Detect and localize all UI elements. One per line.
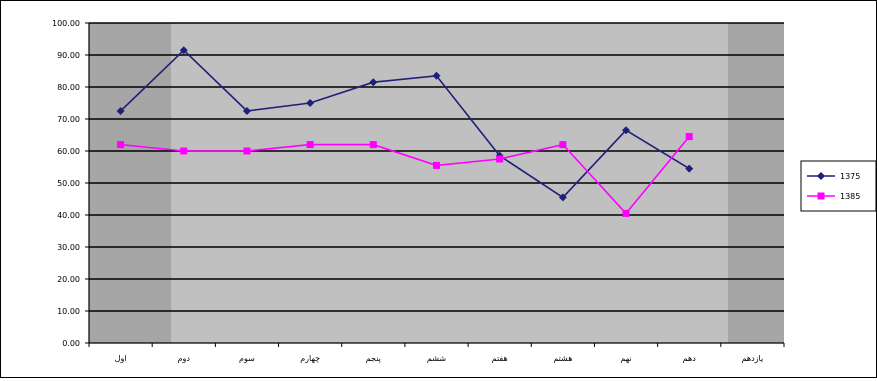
legend: 1375 1385 [800, 160, 877, 212]
data-point [685, 164, 694, 173]
x-tick-label: دهم [683, 354, 697, 363]
data-point [622, 126, 631, 135]
x-tick-label: پنجم [366, 354, 381, 363]
series-markers [116, 46, 694, 217]
legend-label: 1375 [840, 172, 860, 181]
data-point [432, 71, 441, 80]
data-point [179, 46, 188, 55]
series-line-1375 [120, 49, 690, 199]
series-lines [120, 49, 690, 215]
data-point [685, 133, 693, 141]
y-tick-label: 60.00 [57, 147, 80, 156]
y-tick-label: 20.00 [57, 275, 80, 284]
y-tick-label: 40.00 [57, 211, 80, 220]
data-point [117, 141, 125, 149]
x-tick-label: یازدهم [742, 354, 764, 363]
y-tick-label: 100.00 [52, 19, 80, 28]
data-point [369, 141, 377, 149]
y-tick-label: 50.00 [57, 179, 80, 188]
x-tick-label: هفتم [492, 354, 508, 363]
data-point [243, 147, 251, 155]
x-tick-label: ششم [427, 354, 446, 363]
y-tick-label: 30.00 [57, 243, 80, 252]
data-point [622, 209, 630, 217]
y-tick-label: 10.00 [57, 307, 80, 316]
data-point [180, 147, 188, 155]
data-point [242, 107, 251, 115]
x-axis-ticks: اول دوم سوم چهارم پنجم ششم هفتم هشتم نهم دهم یازده… [88, 343, 785, 363]
y-tick-label: 70.00 [57, 115, 80, 124]
data-point [559, 141, 567, 149]
x-tick-label: سوم [239, 354, 255, 363]
x-tick-label: نهم [620, 354, 631, 363]
x-tick-label: هشتم [553, 354, 572, 363]
data-point [558, 193, 567, 202]
legend-marker [817, 192, 825, 200]
y-tick-label: 0.00 [62, 339, 80, 348]
y-axis-ticks: 0.00 10.00 20.00 30.00 40.00 50.00 60.00 70.00 8… [52, 19, 89, 348]
x-tick-label: دوم [178, 354, 191, 363]
series-line-1385 [120, 136, 690, 215]
data-point [116, 107, 125, 115]
x-tick-label: اول [115, 354, 127, 363]
data-point [369, 78, 378, 87]
legend-box [800, 160, 877, 212]
x-tick-label: چهارم [300, 354, 320, 363]
y-tick-label: 80.00 [57, 83, 80, 92]
data-point [306, 99, 315, 107]
data-point [306, 141, 314, 149]
y-tick-label: 90.00 [57, 51, 80, 60]
legend-label: 1385 [840, 192, 860, 201]
data-point [433, 161, 440, 169]
data-point [496, 155, 504, 163]
legend-marker [817, 172, 825, 180]
gridlines [88, 22, 784, 344]
